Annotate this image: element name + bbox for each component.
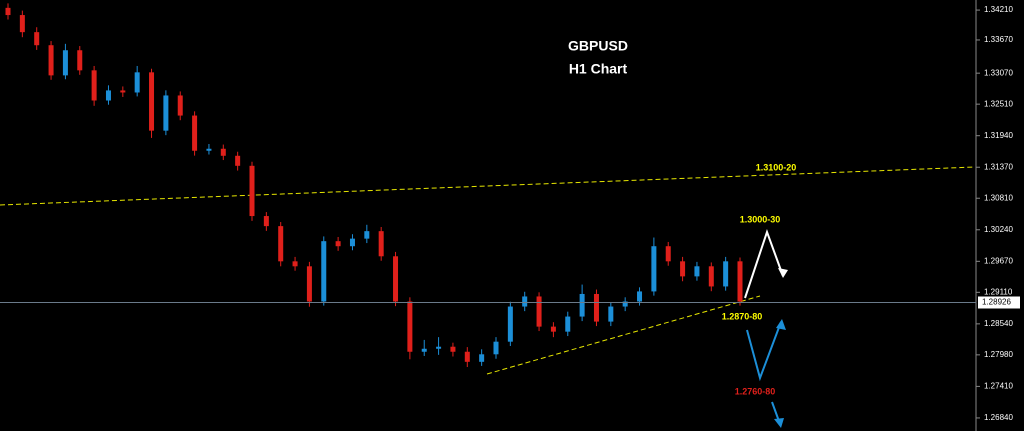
candle-body (665, 246, 671, 262)
support-line (486, 295, 761, 375)
candle-body (177, 95, 183, 116)
candle-body (292, 261, 298, 267)
y-tick-label: 1.27980 (984, 350, 1013, 359)
candle-body (48, 45, 54, 76)
candle-body (579, 293, 585, 317)
projection-arrow-down (746, 321, 782, 382)
y-tick-label: 1.30240 (984, 225, 1013, 234)
projection-arrow-up (744, 228, 784, 299)
y-tick-label: 1.30810 (984, 193, 1013, 202)
candle-body (364, 231, 370, 239)
level-label: 1.2760-80 (735, 386, 776, 396)
candle-body (407, 301, 413, 352)
arrow-head (776, 319, 786, 330)
candle-body (249, 165, 255, 217)
candle-body (550, 326, 556, 332)
current-price-box (978, 296, 1020, 309)
y-tick-label: 1.29670 (984, 256, 1013, 265)
candle-body (737, 261, 743, 302)
candle-body (34, 32, 40, 46)
level-label: 1.3100-20 (756, 162, 797, 172)
candle-body (694, 266, 700, 277)
candle-body (622, 301, 628, 307)
chart-subtitle: H1 Chart (569, 61, 628, 77)
candle-body (235, 155, 241, 166)
candle-body (149, 72, 155, 131)
resistance-line (0, 166, 976, 206)
candle-body (378, 231, 384, 257)
y-tick-label: 1.29110 (984, 287, 1013, 296)
level-label: 1.3000-30 (740, 214, 781, 224)
y-tick-label: 1.34210 (984, 5, 1013, 14)
candle-body (91, 70, 97, 101)
candle-body (321, 241, 327, 302)
candle-body (134, 72, 140, 93)
y-tick-label: 1.33070 (984, 68, 1013, 77)
candle-body (335, 241, 341, 247)
candle-body (349, 238, 355, 247)
candle-body (278, 226, 284, 262)
candle-body (77, 50, 83, 71)
candle-body (393, 256, 399, 302)
arrow-head (774, 418, 784, 428)
candle-body (105, 90, 111, 101)
candle-body (536, 296, 542, 327)
y-tick-label: 1.33670 (984, 35, 1013, 44)
current-price-label: 1.28926 (982, 298, 1011, 307)
candle-body (306, 266, 312, 302)
y-tick-label: 1.28540 (984, 319, 1013, 328)
candle-body (680, 261, 686, 277)
candle-body (19, 15, 25, 33)
candle-body (479, 354, 485, 362)
y-tick-label: 1.26840 (984, 413, 1013, 422)
candle-body (436, 346, 442, 349)
candle-body (464, 351, 470, 362)
candle-body (120, 90, 126, 93)
candle-body (637, 291, 643, 302)
y-tick-label: 1.31370 (984, 162, 1013, 171)
level-label: 1.2870-80 (722, 311, 763, 321)
chart-title: GBPUSD (568, 38, 628, 54)
candle-body (593, 293, 599, 322)
candle-body (263, 216, 269, 227)
candle-body (206, 148, 212, 151)
candle-body (62, 50, 68, 76)
candle-body (723, 261, 729, 287)
candle-body (220, 148, 226, 156)
candle-body (421, 348, 427, 352)
candle-body (522, 296, 528, 307)
candle-body (565, 316, 571, 332)
candle-body (450, 346, 456, 352)
candle-body (163, 95, 169, 131)
candle-body (493, 341, 499, 355)
y-tick-label: 1.32510 (984, 99, 1013, 108)
candle-body (192, 115, 198, 151)
y-tick-label: 1.27410 (984, 382, 1013, 391)
candle-body (5, 7, 11, 16)
candle-body (651, 246, 657, 292)
candle-body (708, 266, 714, 287)
arrow-head (778, 268, 788, 278)
candle-body (608, 306, 614, 322)
y-tick-label: 1.31940 (984, 131, 1013, 140)
candle-body (507, 306, 513, 342)
